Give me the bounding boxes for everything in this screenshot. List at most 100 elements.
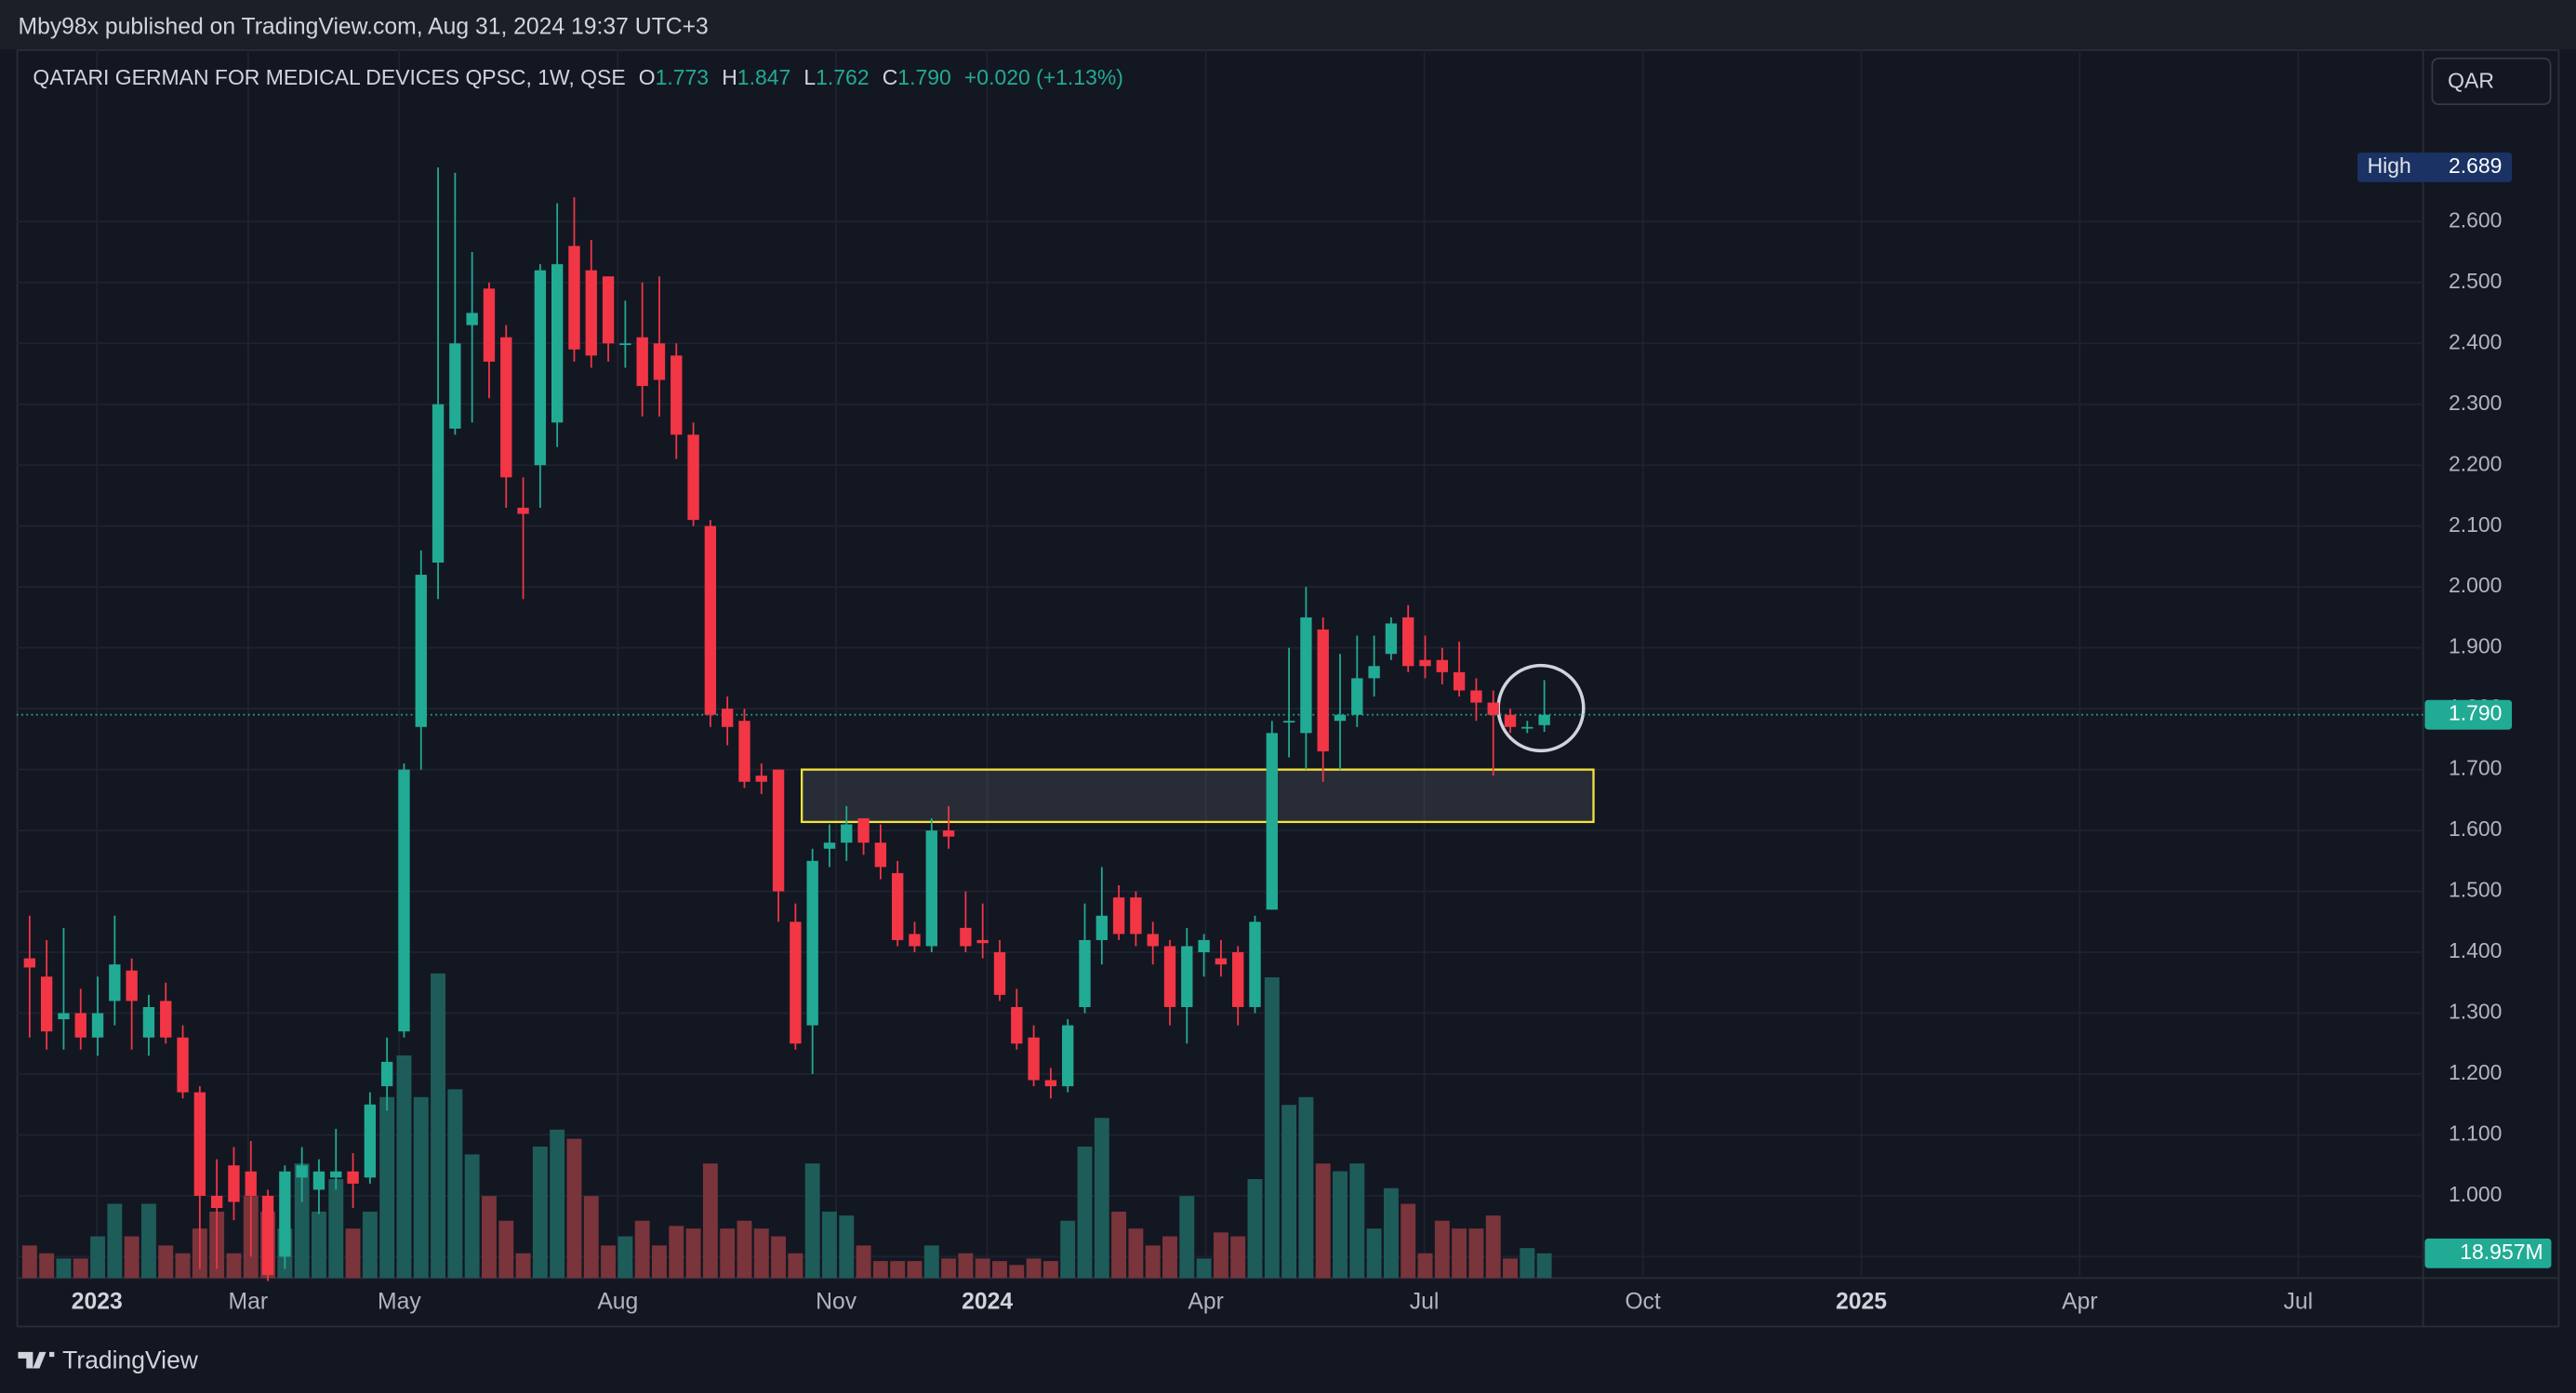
volume-bar — [1026, 1258, 1042, 1279]
x-tick-label: Jul — [2284, 1289, 2314, 1314]
y-tick-label: 2.300 — [2449, 391, 2502, 415]
volume-bar — [21, 1245, 37, 1279]
volume-bar — [617, 1236, 633, 1279]
candle-body — [925, 830, 937, 947]
volume-bar — [702, 1163, 718, 1279]
candles — [23, 167, 1550, 1281]
y-tick-label: 1.700 — [2449, 756, 2502, 780]
volume-bar — [107, 1203, 123, 1279]
candle-body — [1095, 915, 1108, 940]
volume-bar — [1503, 1258, 1518, 1279]
volume-bar — [1111, 1211, 1127, 1279]
candle-body — [449, 343, 461, 429]
y-tick-label: 1.000 — [2449, 1182, 2502, 1206]
volume-bar — [685, 1228, 701, 1279]
volume-bar — [226, 1253, 242, 1279]
currency-box[interactable] — [2431, 57, 2552, 106]
candle-body — [1521, 726, 1534, 729]
candle-body — [602, 276, 615, 344]
candle-body — [296, 1165, 308, 1178]
volume-bar — [1128, 1228, 1144, 1279]
candle-body — [551, 264, 564, 423]
candle-body — [312, 1171, 325, 1190]
volume-bar — [1060, 1220, 1076, 1279]
x-tick-label: 2024 — [962, 1289, 1013, 1314]
candle-body — [160, 1001, 172, 1038]
volume-bar — [1196, 1258, 1212, 1279]
y-tick-label: 2.200 — [2449, 451, 2502, 475]
volume-bar — [1162, 1236, 1177, 1279]
candle-body — [942, 830, 955, 837]
x-tick-label: 2025 — [1836, 1289, 1887, 1314]
volume-bar — [141, 1203, 156, 1279]
volume-bar — [158, 1245, 174, 1279]
candle-body — [210, 1195, 223, 1209]
y-tick-label: 2.100 — [2449, 512, 2502, 537]
volume-bar — [1264, 977, 1280, 1279]
volume-tag-label: 18.957M — [2460, 1240, 2543, 1264]
candle-body — [380, 1061, 393, 1087]
volume-bar — [328, 1178, 344, 1279]
last-price-tag — [2424, 699, 2513, 730]
volume-bar — [822, 1211, 837, 1279]
candle-body — [619, 343, 631, 346]
volume-bar — [464, 1154, 480, 1279]
y-tick-label: 2.000 — [2449, 573, 2502, 597]
volume-bar — [958, 1253, 974, 1279]
volume-bar — [839, 1215, 855, 1279]
candle-body — [534, 270, 547, 466]
volume-bar — [1145, 1245, 1161, 1279]
candle-body — [1163, 946, 1176, 1007]
volume-bar — [498, 1220, 514, 1279]
volume-bar — [1179, 1196, 1195, 1279]
volume-bar — [975, 1258, 990, 1279]
currency[interactable]: QAR — [2448, 68, 2494, 92]
volume-bar — [566, 1138, 582, 1279]
candle-body — [568, 245, 580, 350]
header-text: Mby98x published on TradingView.com, Aug… — [18, 15, 708, 40]
candle-body — [1181, 946, 1193, 1007]
volume-bar — [447, 1089, 463, 1279]
candle-body — [755, 776, 767, 782]
zone-rectangle — [801, 768, 1595, 824]
candle-body — [823, 842, 836, 849]
volume-bar — [737, 1220, 752, 1279]
high-tag-label: 2.689 — [2449, 153, 2502, 178]
candle-body — [1249, 922, 1261, 1007]
volume-bar — [1452, 1228, 1467, 1279]
volume-bar — [56, 1258, 72, 1279]
candle-body — [398, 769, 410, 1032]
volume-bar — [482, 1196, 497, 1279]
candle-body — [874, 842, 887, 868]
candle-body — [23, 958, 36, 968]
volume-bar — [1485, 1215, 1501, 1279]
candle-body — [40, 976, 53, 1032]
y-tick-label: 2.400 — [2449, 329, 2502, 353]
candle-body — [347, 1171, 359, 1184]
x-tick-label: Aug — [597, 1289, 638, 1314]
candle-body — [1198, 939, 1210, 953]
y-tick-label: 1.300 — [2449, 1000, 2502, 1024]
last-price-label: 1.790 — [2449, 701, 2502, 725]
volume-bar — [634, 1220, 650, 1279]
candle-body — [585, 270, 597, 356]
candle-body — [806, 860, 818, 1026]
volume-bar — [992, 1261, 1007, 1279]
x-tick-label: Apr — [2062, 1289, 2097, 1314]
volume-bar — [804, 1163, 820, 1279]
candle-body — [772, 769, 785, 892]
legend-key: O — [639, 65, 656, 89]
candle-body — [976, 939, 989, 944]
candle-body — [483, 288, 496, 362]
volume-bar — [532, 1146, 548, 1279]
volume-bar — [907, 1261, 923, 1279]
candle-body — [1112, 897, 1125, 935]
candle-body — [687, 434, 699, 521]
volume-bar — [1094, 1118, 1109, 1279]
volume-bar — [1247, 1178, 1263, 1279]
candle-body — [857, 817, 870, 843]
volume-bar — [1401, 1203, 1416, 1279]
y-tick-label: 1.500 — [2449, 878, 2502, 902]
candle-body — [1419, 659, 1431, 667]
